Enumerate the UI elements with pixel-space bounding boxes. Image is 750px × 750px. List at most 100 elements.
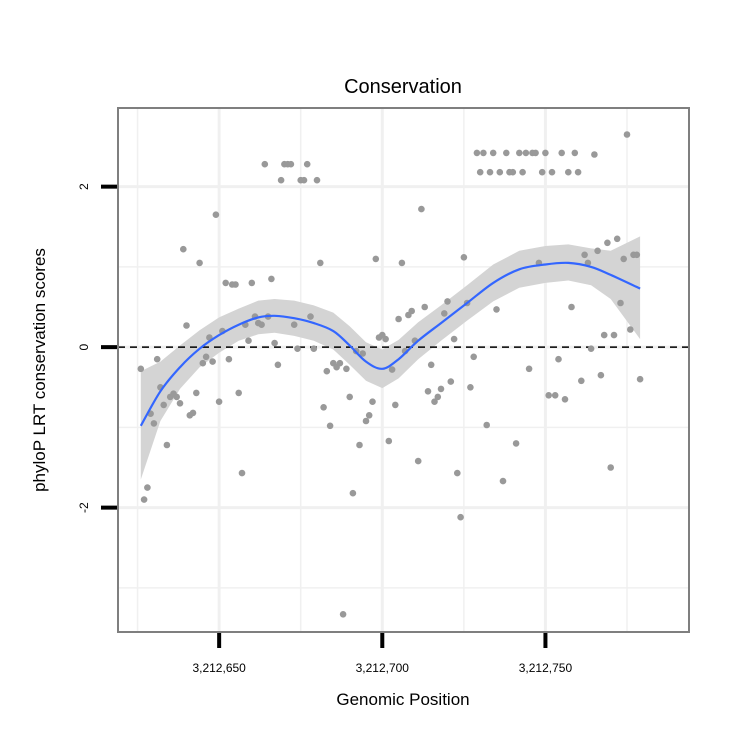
data-point [248,279,256,287]
data-point [434,393,442,401]
data-point [343,365,350,373]
data-point [538,168,546,176]
data-point [287,160,295,168]
data-point [571,149,579,157]
confidence-band-layer [140,236,641,480]
data-point [225,355,233,363]
data-point [365,412,373,419]
data-point [222,279,229,287]
data-point [339,611,347,618]
data-point [359,350,367,357]
data-point [509,168,517,176]
data-point [522,149,530,157]
data-point [545,392,552,399]
data-point [271,339,278,347]
data-point [486,168,494,176]
data-point [623,131,631,138]
data-point [369,398,376,406]
data-point [424,388,432,395]
data-point [212,211,220,218]
y-tick-label: -2 [77,502,91,513]
data-point [392,401,399,409]
data-point [268,275,275,283]
data-point [382,335,389,343]
data-point [617,299,624,307]
data-point [467,384,474,391]
data-point [313,176,321,184]
data-point [356,441,363,449]
data-point [460,253,468,261]
data-point [597,371,605,379]
data-point [610,331,618,339]
data-point [303,160,311,168]
data-point [431,398,438,406]
data-point [454,469,461,477]
data-point [421,303,429,311]
data-point [503,149,510,157]
x-tick-label: 3,212,750 [519,661,573,675]
data-point [408,307,416,315]
data-point [516,149,523,157]
y-tick-label: 0 [77,343,91,350]
smooth-layer [139,261,641,427]
data-point [261,160,269,168]
data-point [532,149,539,157]
data-point [238,469,246,477]
data-point [137,365,145,373]
data-point [636,375,644,383]
data-point [300,176,308,184]
data-point [320,404,327,411]
data-point [189,409,197,417]
data-point [209,358,216,365]
data-point [476,168,484,176]
data-point [202,353,210,361]
data-point [153,355,161,363]
x-tick-label: 3,212,650 [192,661,246,675]
data-point [180,245,187,253]
data-point [437,385,445,393]
data-point [551,392,559,399]
data-point [525,365,533,373]
data-point [176,400,184,407]
data-point [594,247,601,255]
x-tick-label: 3,212,700 [356,661,410,675]
data-point [427,361,435,369]
axis-layer: 3,212,650 3,212,700 3,212,750 -2 0 2 [77,183,572,675]
data-point [323,367,331,375]
data-point [591,151,598,158]
data-point [489,149,497,157]
data-point [470,353,478,361]
data-point [444,298,451,305]
data-point [183,322,190,329]
panel-border [117,107,690,633]
data-point [418,205,425,213]
data-point [235,389,242,397]
data-point [587,345,595,353]
data-point [245,337,252,345]
data-point [548,168,556,176]
data-point [613,235,621,243]
data-point [441,310,448,317]
data-point [310,345,318,353]
data-point [574,168,582,176]
data-point [307,313,314,320]
data-point [196,259,203,267]
data-point [160,401,167,409]
data-point [578,377,585,385]
data-point [290,321,298,329]
data-point [558,149,565,157]
smooth-fit-line [139,261,641,427]
y-tick-label: 2 [77,183,91,190]
data-point [277,176,285,184]
data-point [144,484,151,491]
data-point [232,281,239,288]
data-point [499,477,507,485]
data-point [140,496,148,503]
chart-title: Conservation [344,76,462,98]
data-point [447,378,455,385]
data-point [496,168,504,176]
data-point [372,255,380,263]
data-point [163,441,171,449]
data-point [193,389,200,397]
